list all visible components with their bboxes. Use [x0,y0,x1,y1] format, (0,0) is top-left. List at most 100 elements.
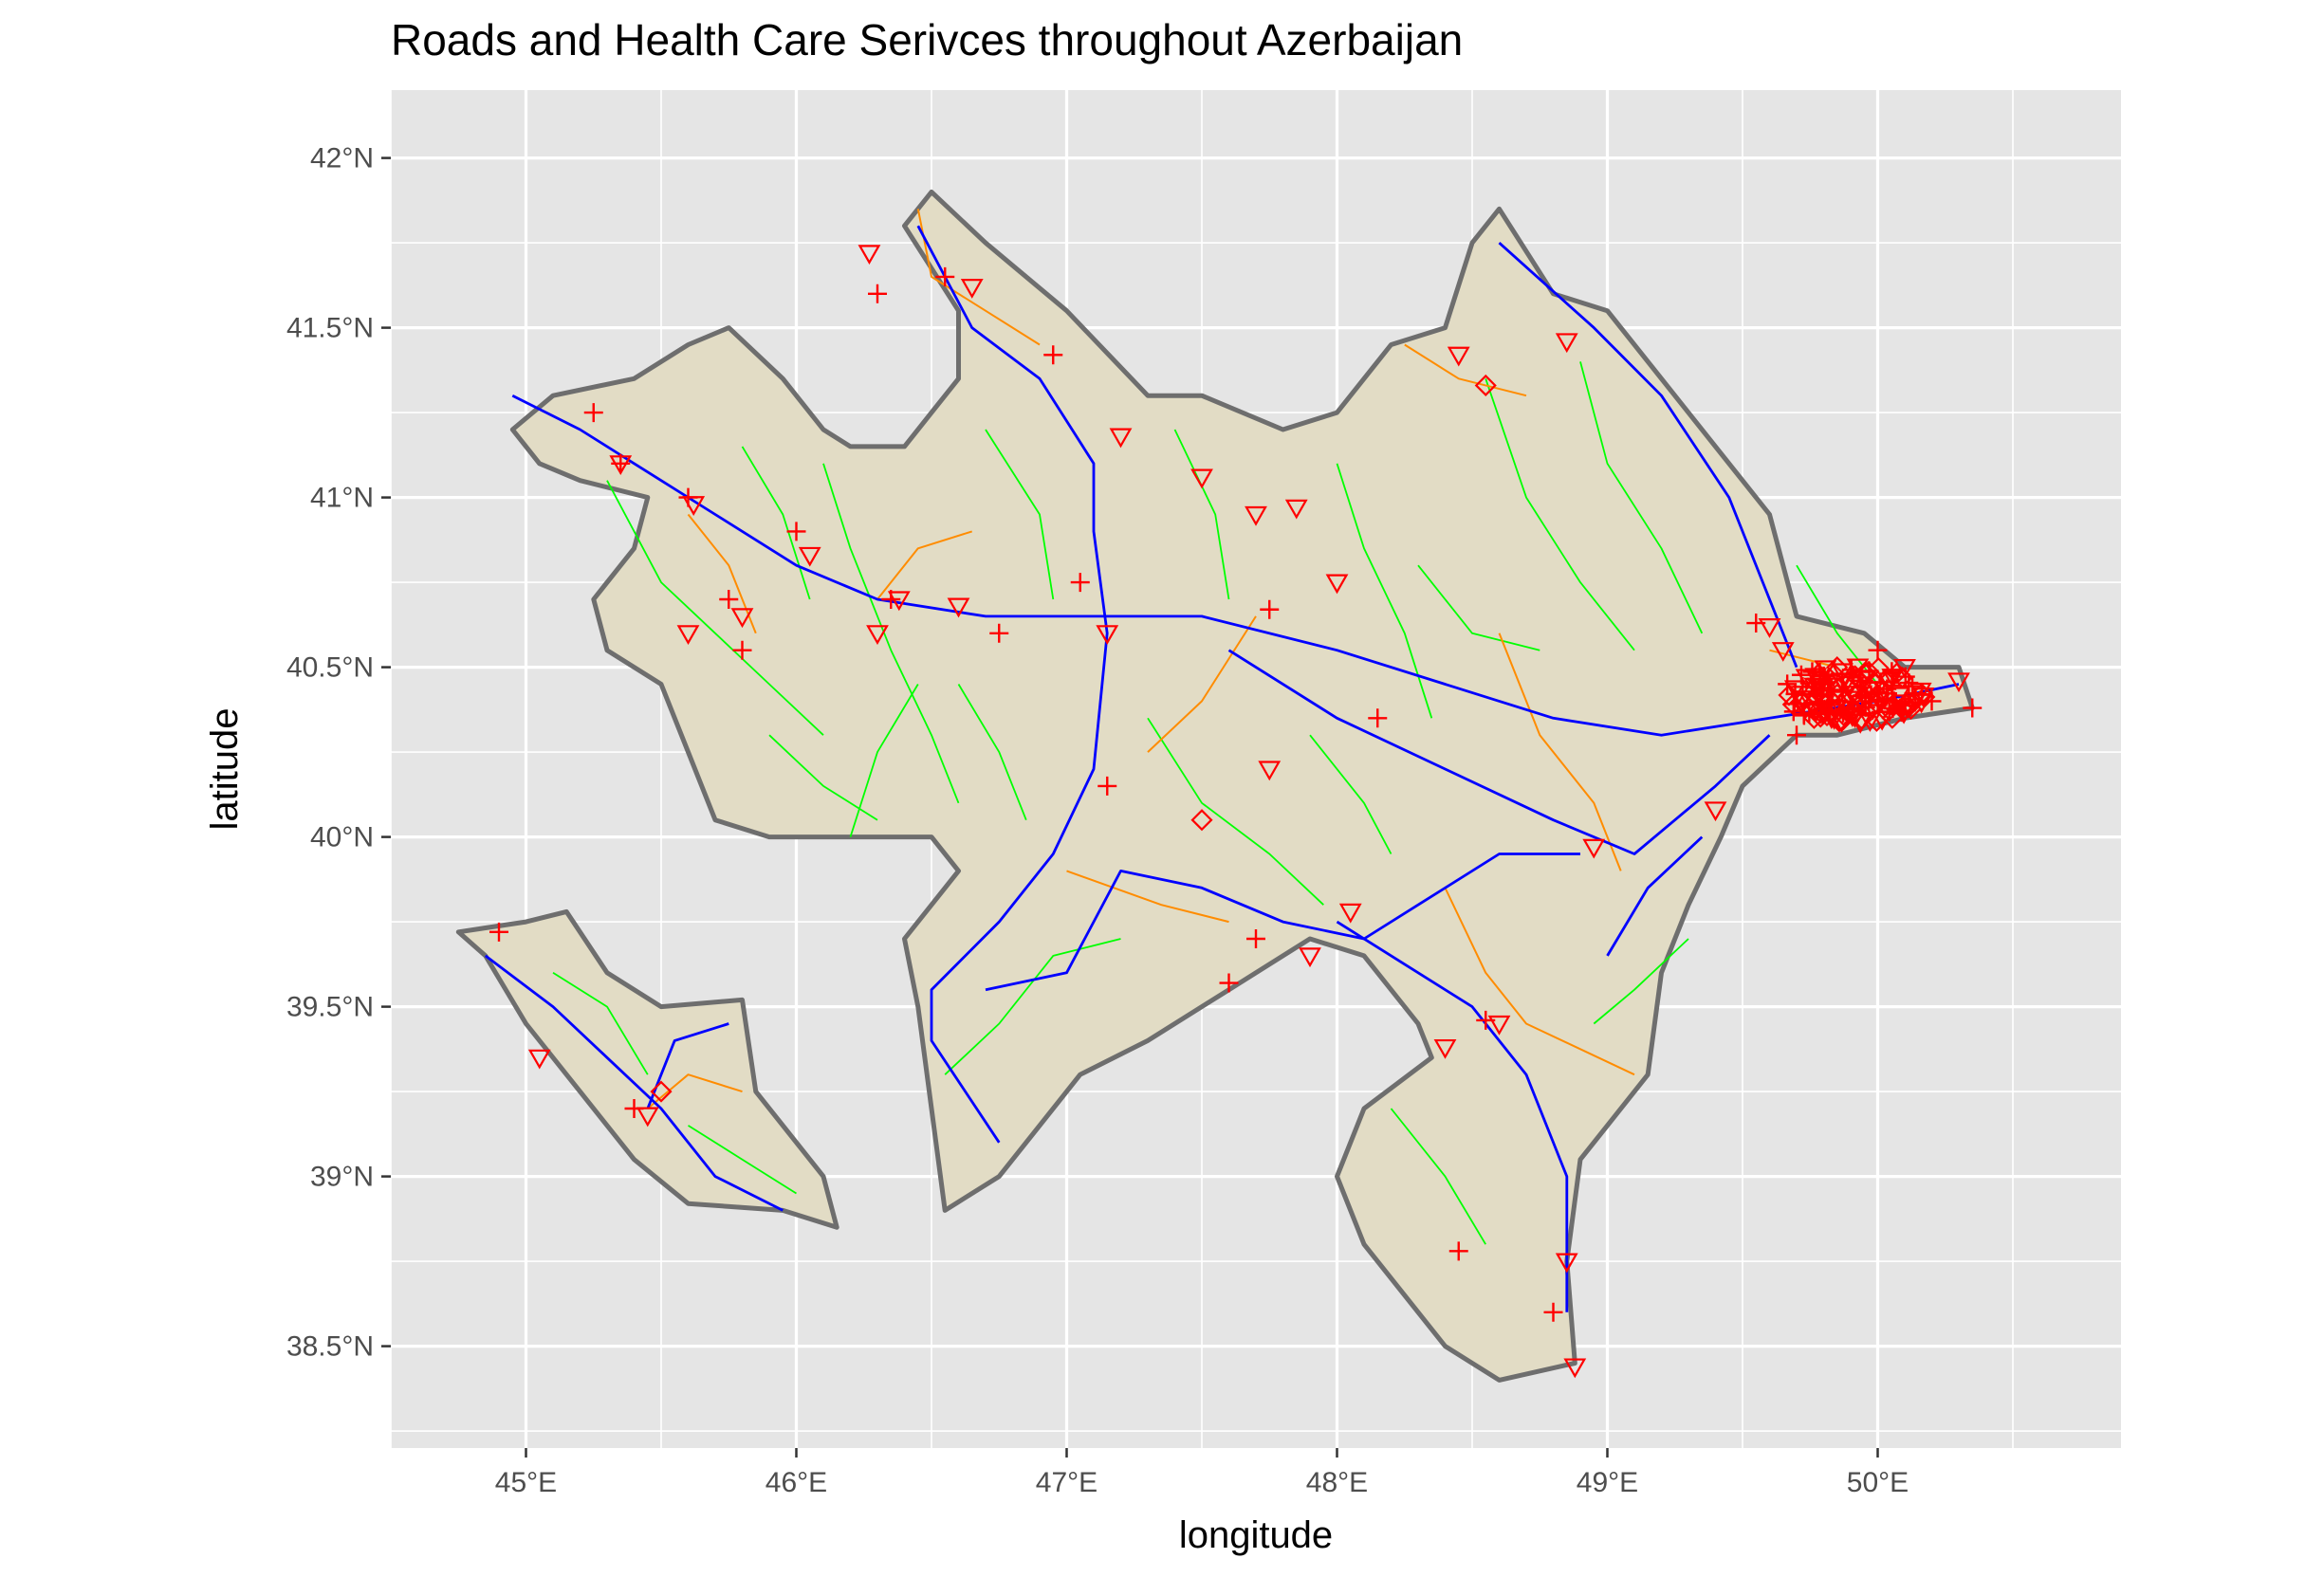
y-axis: 38.5°N 39°N 39.5°N 40°N 40.5°N 41°N 41.5°N 42°N [286,143,391,1363]
x-tick-label: 45°E [495,1467,557,1498]
minor-road [944,938,1121,1075]
hospital-plus-marker [1043,345,1063,365]
hospital-plus-marker [1811,692,1831,712]
clinic-triangle-marker [1299,947,1321,968]
minor-road [688,1125,797,1195]
y-tick-label: 42°N [310,143,374,174]
pharmacy-diamond-marker [1190,809,1213,832]
hospital-plus-marker [1851,670,1871,690]
minor-road [1417,564,1540,651]
hospital-plus-marker [1219,973,1239,993]
hospital-plus-marker [989,623,1009,643]
health-care-markers [489,245,1983,1379]
land-outline [509,189,1975,1383]
hospital-plus-marker [1097,776,1117,796]
clinic-triangle-marker [1830,672,1854,693]
pharmacy-diamond-marker [1878,699,1901,722]
clinic-triangle-marker [1820,704,1843,724]
minor-road [741,446,811,600]
hospital-plus-marker [1543,1302,1563,1322]
secondary-road [687,513,757,634]
x-axis: 45°E 46°E 47°E 48°E 49°E 50°E [495,1448,1909,1498]
secondary-road [1066,870,1229,924]
hospital-plus-marker [1260,599,1280,619]
pharmacy-diamond-marker [1826,677,1849,700]
y-tick-label: 41°N [310,483,374,514]
secondary-road [1147,615,1257,753]
clinic-triangle-marker [1893,658,1916,679]
minor-road [606,480,824,736]
clinic-triangle-marker [1814,660,1837,681]
secondary-road [916,209,1041,346]
clinic-triangle-marker [1109,428,1133,449]
minor-road [552,972,649,1075]
minor-road [1173,429,1230,600]
primary-road [484,954,784,1212]
clinic-triangle-marker [960,279,984,299]
secondary-road [647,1073,743,1109]
clinic-triangle-marker [1487,1015,1511,1036]
clinic-triangle-marker [730,608,754,629]
minor-road [849,684,919,837]
land-outline [455,908,839,1230]
minor-road [1579,361,1704,634]
clinic-triangle-marker [1771,642,1795,662]
clinic-triangle-marker [1831,663,1854,684]
clinic-triangle-marker [1846,658,1870,679]
y-tick-label: 39.5°N [286,992,374,1023]
minor-road [985,429,1055,600]
clinic-triangle-marker [1909,693,1933,714]
hospital-plus-marker [1070,573,1090,593]
pharmacy-diamond-marker [1807,663,1830,686]
primary-road [985,853,1580,992]
secondary-roads-layer [647,209,1838,1109]
x-tick-label: 50°E [1847,1467,1909,1498]
clinic-triangle-marker [1555,333,1578,354]
minor-road [1147,717,1324,906]
clinic-triangle-marker [1258,761,1282,781]
y-tick-label: 38.5°N [286,1331,374,1363]
clinic-triangle-marker [887,591,911,612]
y-tick-label: 39°N [310,1162,374,1193]
x-tick-label: 48°E [1306,1467,1368,1498]
clinic-triangle-marker [1846,695,1870,715]
minor-road [1390,1108,1486,1245]
chart-title: Roads and Health Care Serivces throughou… [391,15,1463,64]
y-tick-label: 41.5°N [286,313,374,344]
primary-road [1606,835,1704,957]
clinic-triangle-marker [1860,681,1884,702]
clinic-triangle-marker [1582,838,1606,859]
clinic-triangle-marker [527,1049,551,1070]
pharmacy-diamond-marker [1854,661,1876,684]
hospital-plus-marker [1246,929,1265,948]
hospital-plus-marker [1787,725,1806,745]
hospital-plus-marker [1832,682,1852,702]
primary-road [916,225,1109,1144]
pharmacy-diamond-marker [1866,683,1890,706]
clinic-triangle-marker [1893,702,1917,722]
clinic-triangle-marker [682,496,706,516]
hospital-plus-marker [1791,665,1811,685]
primary-road [1498,242,1798,669]
clinic-triangle-marker [1447,346,1470,367]
hospital-plus-marker [935,266,955,286]
pharmacy-diamond-marker [650,1080,673,1103]
primary-road [1336,920,1569,1312]
hospital-plus-marker [1368,708,1388,728]
clinic-triangle-marker [636,1107,659,1128]
clinic-triangle-marker [1758,618,1781,638]
clinic-triangle-marker [1555,1253,1578,1274]
primary-road [1227,649,1771,855]
clinic-triangle-marker [1245,505,1267,526]
x-axis-title: longitude [1179,1514,1333,1556]
clinic-triangle-marker [1190,468,1213,489]
clinic-triangle-marker [1284,499,1308,520]
land-polygons [455,189,1975,1383]
clinic-triangle-marker [1563,1358,1587,1379]
minor-road [822,463,960,804]
clinic-triangle-marker [1791,690,1815,710]
secondary-road [1769,649,1838,669]
hospital-plus-marker [583,403,603,423]
clinic-triangle-marker [1872,681,1895,701]
